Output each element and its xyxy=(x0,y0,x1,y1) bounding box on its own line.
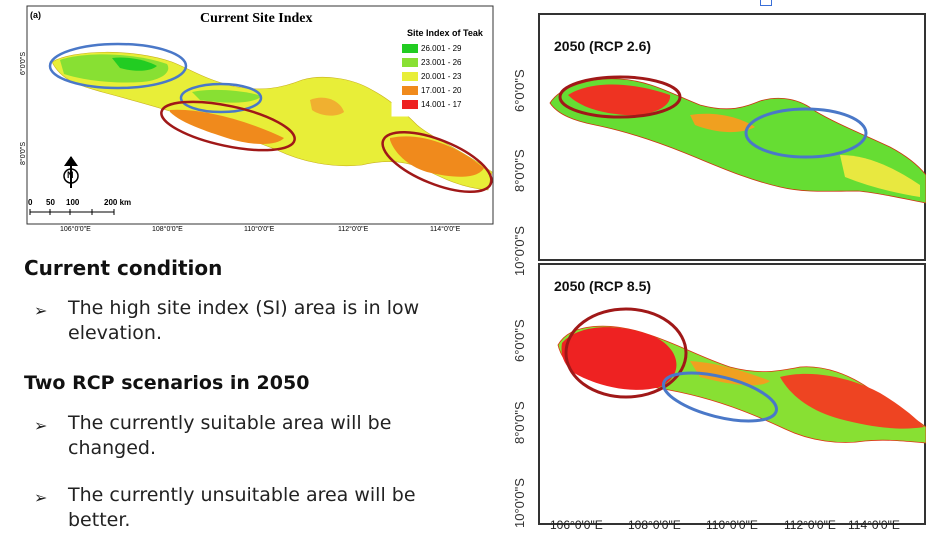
north-label: N xyxy=(67,170,74,180)
bullet-high-si: The high site index (SI) area is in low … xyxy=(68,297,420,344)
north-arrow-icon xyxy=(63,156,79,188)
right-lat-10-a: 10°0'0"S xyxy=(512,226,527,276)
heading-current-condition: Current condition xyxy=(24,256,223,280)
heading-rcp-scenarios: Two RCP scenarios in 2050 xyxy=(24,372,310,394)
red-ellipse-east xyxy=(381,130,493,194)
right-lat-10-b: 10°0'0"S xyxy=(512,478,527,528)
scale-label-50: 50 xyxy=(46,198,55,207)
high-si-north xyxy=(192,89,262,103)
bullet-unsuitable-better: The currently unsuitable area will be be… xyxy=(68,484,416,531)
rcp26-orange-spots xyxy=(690,113,755,133)
rcp26-red-west xyxy=(568,84,671,116)
blue-ellipse-north xyxy=(179,82,263,114)
right-lon-112: 112°0'0"E xyxy=(784,518,836,532)
rcp85-map-svg xyxy=(557,307,926,444)
low-si-east xyxy=(390,136,484,177)
legend-swatch-1 xyxy=(402,44,418,53)
cur-lat-6: 6°0'0"S xyxy=(19,52,27,75)
scale-label-0: 0 xyxy=(28,198,33,207)
rcp26-yellow-east xyxy=(840,155,920,197)
legend-label-3: 20.001 - 23 xyxy=(421,72,462,81)
legend-swatch-4 xyxy=(402,86,418,95)
rcp26-panel: 2050 (RCP 2.6) xyxy=(538,13,926,261)
legend-label-4: 17.001 - 20 xyxy=(421,86,462,95)
blue-ellipse-west xyxy=(48,42,188,90)
bullet-arrow-icon: ➢ xyxy=(34,301,48,320)
rcp85-red-west xyxy=(561,327,677,390)
right-lat-8-a: 8°0'0"S xyxy=(512,149,527,192)
current-map-title: Current Site Index xyxy=(200,11,313,26)
rcp85-panel: 2050 (RCP 8.5) xyxy=(538,263,926,525)
bullet-arrow-icon: ➢ xyxy=(34,488,48,507)
rcp26-red-ellipse xyxy=(558,75,682,119)
right-lat-6-a: 6°0'0"S xyxy=(512,69,527,112)
right-lat-8-b: 8°0'0"S xyxy=(512,401,527,444)
low-si-mid xyxy=(310,97,344,116)
right-lon-108: 108°0'0"E xyxy=(628,518,681,532)
legend-label-2: 23.001 - 26 xyxy=(421,58,462,67)
panel-letter: (a) xyxy=(30,10,41,20)
cur-lon-114: 114°0'0"E xyxy=(430,226,461,233)
rcp26-map-svg xyxy=(549,75,926,204)
scale-label-200: 200 km xyxy=(104,198,132,207)
cur-lon-108: 108°0'0"E xyxy=(152,226,183,233)
current-site-index-map: (a) Current Site Index Site Index of Tea… xyxy=(19,0,498,236)
right-lon-106: 106°0'0"E xyxy=(550,518,603,532)
cur-lat-8: 8°0'0"S xyxy=(19,142,27,165)
current-map-svg xyxy=(26,5,494,225)
red-ellipse-central xyxy=(160,100,296,152)
legend-title: Site Index of Teak xyxy=(407,28,483,38)
rcp85-red-east xyxy=(780,373,924,429)
legend-label-5: 14.001 - 17 xyxy=(421,100,462,109)
rcp26-title: 2050 (RCP 2.6) xyxy=(554,38,652,54)
cur-lon-106: 106°0'0"E xyxy=(60,226,91,233)
scale-label-100: 100 xyxy=(66,198,80,207)
right-lon-114: 114°0'0"E xyxy=(848,518,900,532)
right-lat-6-b: 6°0'0"S xyxy=(512,319,527,362)
top-decoration-icon xyxy=(760,0,772,6)
cur-lon-112: 112°0'0"E xyxy=(338,226,369,233)
cur-lon-110: 110°0'0"E xyxy=(244,226,275,233)
legend-swatch-5 xyxy=(402,100,418,109)
high-si-west-dark xyxy=(112,57,157,71)
legend-label-1: 26.001 - 29 xyxy=(421,44,462,53)
rcp85-blue-ellipse xyxy=(662,371,778,423)
legend-swatch-2 xyxy=(402,58,418,67)
legend-swatch-3 xyxy=(402,72,418,81)
bullet-suitable-changed: The currently suitable area will be chan… xyxy=(68,412,392,459)
right-lon-110: 110°0'0"E xyxy=(706,518,758,532)
scale-bar xyxy=(29,209,115,215)
low-si-central xyxy=(170,109,284,144)
bullet-arrow-icon: ➢ xyxy=(34,416,48,435)
rcp85-title: 2050 (RCP 8.5) xyxy=(554,278,652,294)
rcp85-red-ellipse xyxy=(564,307,688,399)
rcp26-blue-ellipse xyxy=(744,107,868,159)
rcp85-orange-mix xyxy=(690,361,770,386)
